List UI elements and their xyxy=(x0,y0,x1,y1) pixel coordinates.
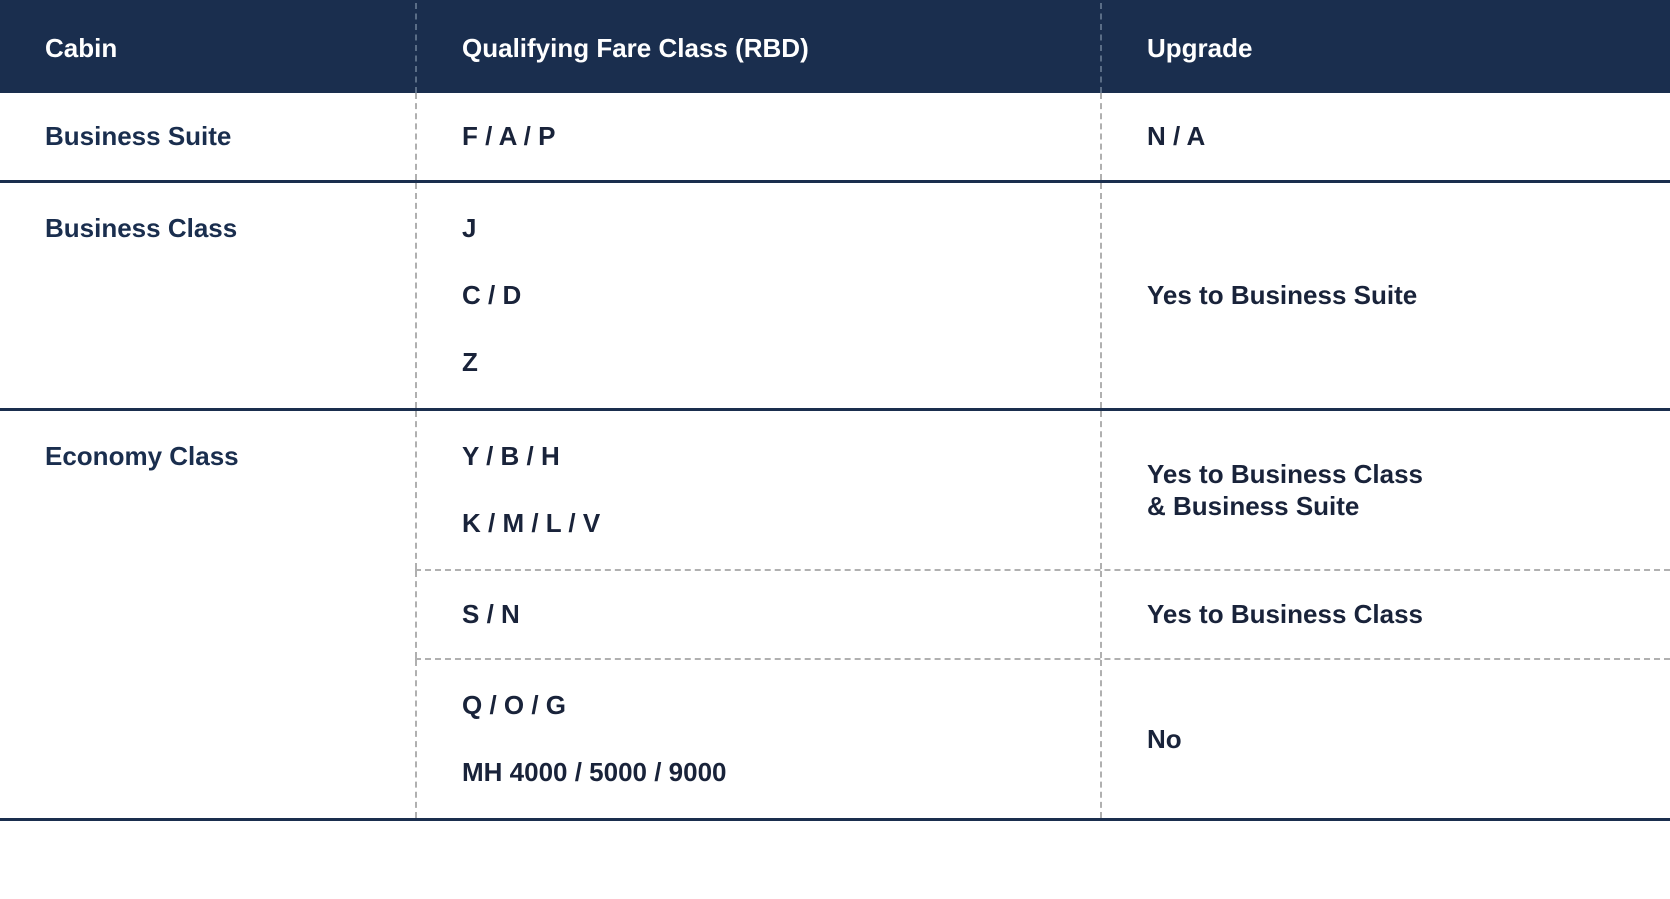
fare-line: Q / O / G xyxy=(462,690,566,721)
table-header-row: Cabin Qualifying Fare Class (RBD) Upgrad… xyxy=(0,3,1670,93)
cell-fare: J C / D Z xyxy=(415,183,1100,408)
header-cabin-label: Cabin xyxy=(45,33,117,64)
economy-subrow: S / N Yes to Business Class xyxy=(415,571,1670,660)
cabin-label: Business Suite xyxy=(45,121,231,152)
fare-line: Z xyxy=(462,347,478,378)
upgrade-value: N / A xyxy=(1147,121,1205,152)
upgrade-line: Yes to Business Class xyxy=(1147,458,1423,491)
upgrade-line: No xyxy=(1147,724,1182,755)
upgrade-line: Yes to Business Class xyxy=(1147,599,1423,630)
cell-fare: S / N xyxy=(415,571,1100,658)
fare-line: J xyxy=(462,213,476,244)
row-economy-class: Economy Class Y / B / H K / M / L / V Ye… xyxy=(0,411,1670,818)
cell-cabin: Economy Class xyxy=(0,411,415,818)
cell-fare: Y / B / H K / M / L / V xyxy=(415,411,1100,569)
header-fare-label: Qualifying Fare Class (RBD) xyxy=(462,33,809,64)
fare-class-table: Cabin Qualifying Fare Class (RBD) Upgrad… xyxy=(0,0,1670,821)
cell-upgrade: N / A xyxy=(1100,93,1670,180)
cell-upgrade: Yes to Business Suite xyxy=(1100,183,1670,408)
cell-upgrade: Yes to Business Class xyxy=(1100,571,1670,658)
economy-subrow: Q / O / G MH 4000 / 5000 / 9000 No xyxy=(415,660,1670,818)
cabin-label: Economy Class xyxy=(45,441,239,472)
fare-line: Y / B / H xyxy=(462,441,560,472)
cell-cabin: Business Suite xyxy=(0,93,415,180)
economy-subgroups: Y / B / H K / M / L / V Yes to Business … xyxy=(415,411,1670,818)
fare-line: S / N xyxy=(462,599,520,630)
fare-line: K / M / L / V xyxy=(462,508,600,539)
header-upgrade-label: Upgrade xyxy=(1147,33,1252,64)
fare-value: F / A / P xyxy=(462,121,555,152)
fare-line: C / D xyxy=(462,280,521,311)
header-cabin: Cabin xyxy=(0,3,415,93)
cell-upgrade: No xyxy=(1100,660,1670,818)
header-upgrade: Upgrade xyxy=(1100,3,1670,93)
upgrade-value: Yes to Business Suite xyxy=(1147,280,1417,311)
header-fare: Qualifying Fare Class (RBD) xyxy=(415,3,1100,93)
cabin-label: Business Class xyxy=(45,213,237,244)
economy-subrow: Y / B / H K / M / L / V Yes to Business … xyxy=(415,411,1670,571)
row-business-suite: Business Suite F / A / P N / A xyxy=(0,93,1670,183)
cell-fare: Q / O / G MH 4000 / 5000 / 9000 xyxy=(415,660,1100,818)
cell-cabin: Business Class xyxy=(0,183,415,408)
fare-line: MH 4000 / 5000 / 9000 xyxy=(462,757,727,788)
row-business-class: Business Class J C / D Z Yes to Business… xyxy=(0,183,1670,411)
upgrade-line: & Business Suite xyxy=(1147,490,1423,523)
cell-upgrade: Yes to Business Class & Business Suite xyxy=(1100,411,1670,569)
cell-fare: F / A / P xyxy=(415,93,1100,180)
